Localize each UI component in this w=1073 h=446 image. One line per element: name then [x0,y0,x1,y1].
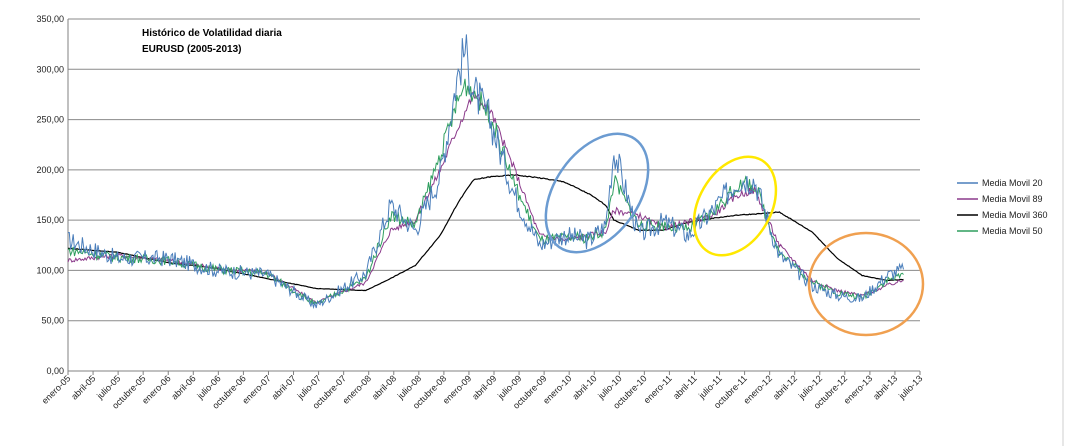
legend: Media Movil 20 Media Movil 89 Media Movil … [957,178,1048,236]
legend-label: Media Movil 360 [982,210,1048,220]
annotation-ellipse [807,231,925,337]
legend-label: Media Movil 89 [982,194,1043,204]
annotation-ellipse [544,132,650,254]
y-tick-label: 100,00 [36,265,64,275]
y-tick-label: 0,00 [46,366,64,376]
chart-subtitle: EURUSD (2005-2013) [142,44,242,55]
legend-label: Media Movil 20 [982,178,1043,188]
y-tick-label: 250,00 [36,115,64,125]
legend-label: Media Movil 50 [982,226,1043,236]
y-tick-label: 150,00 [36,215,64,225]
series-line-media-movil-20 [67,34,904,310]
y-tick-label: 200,00 [36,165,64,175]
y-tick-label: 350,00 [36,14,64,24]
annotation-ellipse [692,155,778,257]
y-tick-label: 50,00 [41,316,64,326]
annotations [544,132,925,337]
y-axis-ticks: 0,00 50,00 100,00 150,00 200,00 250,00 300,00 3… [36,14,64,376]
y-tick-label: 300,00 [36,64,64,74]
series-lines [67,34,904,310]
chart-title: Histórico de Volatilidad diaria [142,28,282,39]
